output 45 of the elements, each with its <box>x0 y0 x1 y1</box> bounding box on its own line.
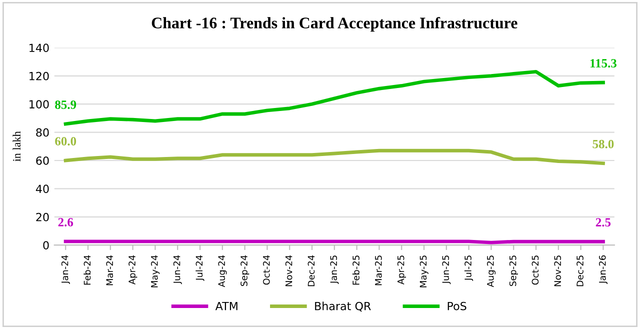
x-tick-label: Mar-25 <box>374 256 382 286</box>
chart-title: Chart -16 : Trends in Card Acceptance Infrastructure <box>152 17 518 32</box>
x-tick-label: Mar-24 <box>106 255 114 286</box>
x-tick-label: Oct-24 <box>262 255 270 285</box>
y-tick-label: 20 <box>36 212 49 222</box>
x-tick-label: Aug-24 <box>218 255 227 288</box>
x-tick-label: Dec-25 <box>576 256 584 286</box>
x-tick-label: Aug-25 <box>486 256 496 288</box>
x-tick-label: Jan-25 <box>330 256 339 284</box>
x-tick-label: Jul-25 <box>464 256 474 281</box>
y-tick-label: 100 <box>30 100 49 108</box>
x-tick-label: Apr-24 <box>128 255 138 285</box>
y-tick-label: 60 <box>36 156 49 165</box>
data-label: 2.6 <box>58 218 74 226</box>
legend-label: ATM <box>215 302 238 310</box>
x-tick-label: Nov-25 <box>554 256 562 286</box>
data-label: 2.5 <box>596 218 611 227</box>
x-tick-label: Jun-24 <box>173 255 182 284</box>
data-label: 60.0 <box>55 137 76 146</box>
x-tick-label: Nov-24 <box>285 255 292 286</box>
x-tick-label: Sep-24 <box>240 255 250 286</box>
y-tick-label: 140 <box>30 44 49 52</box>
x-tick-label: Feb-25 <box>352 256 360 285</box>
y-axis-title: in lakh <box>12 131 21 162</box>
y-tick-label: 0 <box>43 241 49 250</box>
x-tick-label: Jan-24 <box>61 255 70 284</box>
x-tick-label: Apr-25 <box>397 256 406 285</box>
x-tick-label: May-24 <box>150 255 160 288</box>
x-tick-label: Jun-25 <box>442 256 451 284</box>
y-tick-label: 120 <box>30 72 49 80</box>
x-tick-label: Jan-26 <box>598 255 608 284</box>
x-tick-label: Sep-25 <box>509 256 518 286</box>
data-label: 115.3 <box>590 59 616 68</box>
x-tick-label: Dec-24 <box>308 255 315 286</box>
legend-label: PoS <box>448 302 466 310</box>
x-tick-label: May-25 <box>420 256 428 288</box>
data-label: 85.9 <box>55 100 76 109</box>
x-tick-label: Jul-24 <box>196 255 204 281</box>
x-tick-label: Feb-24 <box>84 255 91 285</box>
x-tick-label: Oct-25 <box>532 256 539 285</box>
y-tick-label: 80 <box>36 128 49 137</box>
line-series <box>64 148 605 166</box>
y-tick-label: 40 <box>36 184 49 194</box>
legend-label: Bharat QR <box>315 302 371 312</box>
data-label: 58.0 <box>592 140 614 148</box>
